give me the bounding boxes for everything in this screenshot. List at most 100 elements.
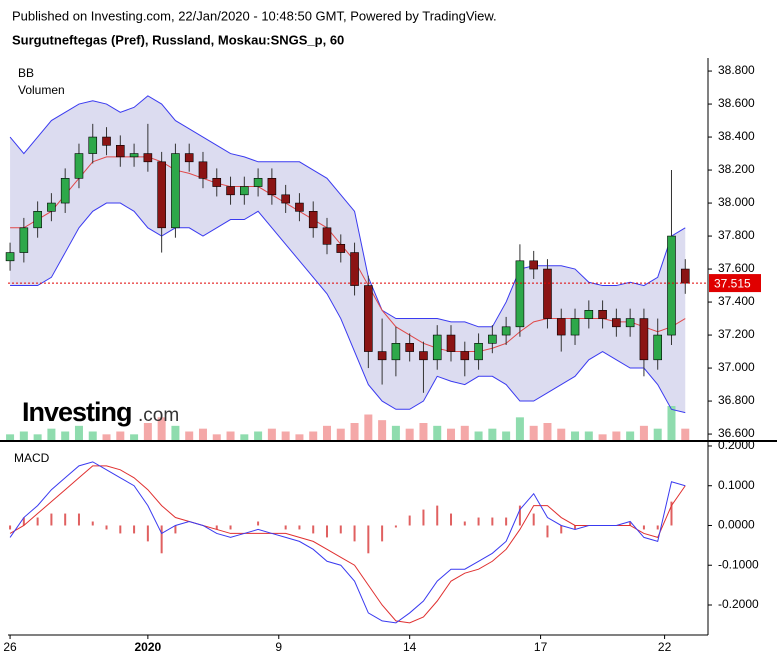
- y-tick-label: 0.1000: [718, 478, 755, 492]
- histogram-bar: [91, 521, 94, 526]
- volume-bar: [639, 425, 648, 440]
- volume-bar: [47, 428, 56, 440]
- y-tick-label: -0.1000: [718, 557, 759, 571]
- histogram-bar: [670, 501, 673, 526]
- candle-body: [680, 268, 690, 284]
- y-tick-label: 0.0000: [718, 518, 755, 532]
- volume-bar: [102, 434, 111, 440]
- histogram-bar: [367, 525, 370, 554]
- volume-bar: [19, 431, 28, 440]
- histogram-bar: [50, 513, 53, 526]
- legend-entry: BB: [18, 66, 34, 80]
- histogram-bar: [9, 525, 12, 530]
- x-tick-label: 2020: [135, 640, 162, 654]
- candle-body: [116, 145, 125, 158]
- candle-body: [88, 136, 98, 154]
- y-tick-label: 36.800: [718, 393, 755, 407]
- candle-body: [639, 318, 649, 361]
- volume-bar: [653, 428, 662, 440]
- volume-bar: [322, 425, 331, 440]
- candle-body: [488, 334, 497, 344]
- y-tick-label: 37.200: [718, 327, 755, 341]
- histogram-bar: [491, 517, 494, 526]
- volume-bar: [185, 431, 194, 440]
- candle-body: [74, 153, 84, 179]
- candle-body: [281, 194, 290, 204]
- histogram-bar: [77, 513, 80, 526]
- candle-body: [295, 202, 304, 212]
- volume-bar: [281, 431, 290, 440]
- histogram-bar: [64, 513, 67, 526]
- candle-body: [474, 343, 483, 361]
- candle-body: [157, 161, 166, 229]
- candle-body: [212, 178, 222, 187]
- candle-body: [102, 136, 111, 146]
- volume-bar: [515, 417, 524, 440]
- histogram-bar: [353, 525, 356, 542]
- volume-bar: [543, 423, 552, 440]
- y-tick-label: 38.400: [718, 129, 755, 143]
- histogram-bar: [463, 521, 466, 526]
- histogram-bar: [450, 513, 453, 526]
- histogram-bar: [436, 505, 439, 526]
- volume-bar: [612, 431, 621, 440]
- signal-line: [9, 465, 686, 624]
- candle-body: [5, 252, 15, 262]
- volume-bar: [626, 431, 635, 440]
- histogram-bar: [422, 509, 425, 526]
- x-tick-label: 26: [3, 640, 17, 654]
- y-tick-label: 36.600: [718, 426, 755, 440]
- histogram-bar: [574, 525, 577, 530]
- candle-body: [336, 244, 346, 253]
- volume-bar: [667, 406, 676, 440]
- y-tick-label: 38.800: [718, 63, 755, 77]
- candle-body: [33, 211, 42, 229]
- candle-body: [129, 153, 139, 158]
- volume-bar: [584, 431, 593, 440]
- candle-body: [584, 310, 594, 319]
- histogram-bar: [518, 505, 521, 526]
- candle-body: [364, 285, 373, 352]
- candle-body: [47, 202, 56, 212]
- volume-bar: [198, 428, 207, 440]
- volume-bar: [295, 434, 304, 440]
- candle-body: [19, 227, 29, 253]
- histogram-bar: [146, 525, 149, 542]
- bollinger-upper: [9, 95, 686, 328]
- volume-bar: [143, 423, 152, 440]
- volume-bar: [391, 425, 400, 440]
- candle-body: [253, 178, 263, 187]
- candle-body: [184, 153, 194, 163]
- volume-bar: [488, 428, 497, 440]
- logo: Investing: [22, 397, 132, 427]
- volume-bar: [88, 431, 97, 440]
- candle-body: [405, 343, 414, 352]
- legend-entry: Volumen: [18, 83, 65, 97]
- candle-body: [308, 211, 318, 229]
- volume-bar: [350, 423, 359, 440]
- volume-bar: [557, 428, 566, 440]
- y-tick-label: 37.800: [718, 228, 755, 242]
- candle-body: [240, 186, 249, 196]
- logo-suffix: .com: [138, 405, 179, 426]
- volume-bar: [419, 423, 428, 440]
- histogram-bar: [546, 525, 549, 538]
- histogram-bar: [257, 521, 260, 526]
- x-tick-label: 22: [658, 640, 672, 654]
- histogram-bar: [642, 525, 645, 530]
- volume-bar: [61, 431, 70, 440]
- histogram-bar: [560, 525, 563, 534]
- volume-bar: [433, 425, 442, 440]
- candle-body: [556, 318, 566, 336]
- candle-body: [598, 310, 607, 319]
- last-price-box: [709, 274, 761, 293]
- candle-body: [501, 326, 511, 336]
- histogram-bar: [215, 525, 218, 530]
- y-tick-label: 37.600: [718, 261, 755, 275]
- histogram-bar: [381, 525, 384, 542]
- volume-bar: [130, 434, 139, 440]
- histogram-bar: [408, 515, 411, 526]
- histogram-bar: [325, 525, 328, 538]
- candle-body: [350, 252, 359, 286]
